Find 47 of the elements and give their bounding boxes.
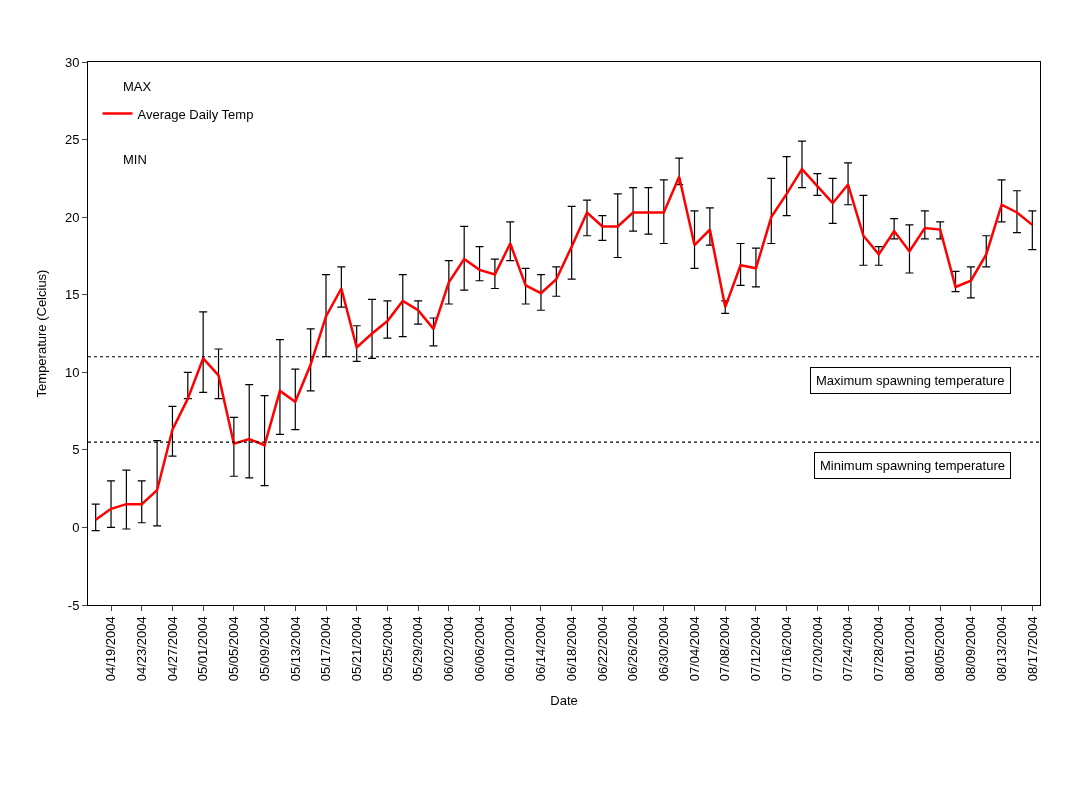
x-tick-label: 05/05/2004 bbox=[226, 616, 242, 682]
x-tick-label: 05/17/2004 bbox=[318, 616, 334, 682]
x-tick-label: 06/22/2004 bbox=[594, 616, 610, 682]
y-tick-label: 30 bbox=[64, 54, 80, 70]
y-tick-label: 5 bbox=[72, 442, 80, 458]
ref-line-label: Maximum spawning temperature bbox=[816, 373, 1005, 388]
y-tick-label: 15 bbox=[64, 287, 80, 303]
x-tick-label: 07/12/2004 bbox=[748, 616, 764, 682]
x-tick-label: 07/24/2004 bbox=[840, 616, 856, 682]
x-tick-label: 07/20/2004 bbox=[809, 616, 825, 682]
ref-line-label: Minimum spawning temperature bbox=[820, 458, 1005, 473]
annotation: MAX bbox=[123, 79, 152, 94]
x-tick-label: 04/23/2004 bbox=[133, 616, 149, 682]
annotation: MIN bbox=[123, 152, 147, 167]
x-tick-label: 07/28/2004 bbox=[870, 616, 886, 682]
x-tick-label: 07/08/2004 bbox=[717, 616, 733, 682]
x-tick-label: 05/13/2004 bbox=[287, 616, 303, 682]
x-tick-label: 06/06/2004 bbox=[471, 616, 487, 682]
y-tick-label: 20 bbox=[64, 209, 80, 225]
x-tick-label: 08/01/2004 bbox=[901, 616, 917, 682]
y-tick-label: -5 bbox=[67, 597, 80, 613]
x-tick-label: 08/09/2004 bbox=[963, 616, 979, 682]
y-tick-label: 0 bbox=[72, 519, 80, 535]
x-tick-label: 04/19/2004 bbox=[103, 616, 119, 682]
x-tick-label: 07/16/2004 bbox=[778, 616, 794, 682]
x-tick-label: 08/13/2004 bbox=[993, 616, 1009, 682]
x-tick-label: 08/17/2004 bbox=[1024, 616, 1040, 682]
x-tick-label: 06/14/2004 bbox=[533, 616, 549, 682]
y-tick-label: 25 bbox=[64, 132, 80, 148]
legend-label: Average Daily Temp bbox=[137, 106, 254, 122]
x-tick-label: 07/04/2004 bbox=[686, 616, 702, 682]
x-axis-title: Date bbox=[550, 692, 578, 708]
x-tick-label: 05/25/2004 bbox=[379, 616, 395, 682]
x-tick-label: 05/29/2004 bbox=[410, 616, 426, 682]
x-tick-label: 05/21/2004 bbox=[348, 616, 364, 682]
x-tick-label: 04/27/2004 bbox=[164, 616, 180, 682]
x-tick-label: 05/09/2004 bbox=[256, 616, 272, 682]
y-axis-title: Temperature (Celcius) bbox=[33, 269, 49, 398]
x-tick-label: 06/18/2004 bbox=[563, 616, 579, 682]
y-tick-label: 10 bbox=[64, 364, 80, 380]
x-tick-label: 06/10/2004 bbox=[502, 616, 518, 682]
x-tick-label: 08/05/2004 bbox=[932, 616, 948, 682]
x-tick-label: 06/02/2004 bbox=[441, 616, 457, 682]
x-tick-label: 06/30/2004 bbox=[656, 616, 672, 682]
line-series bbox=[94, 167, 1034, 521]
x-tick-label: 06/26/2004 bbox=[625, 616, 641, 682]
x-tick-label: 05/01/2004 bbox=[195, 616, 211, 682]
